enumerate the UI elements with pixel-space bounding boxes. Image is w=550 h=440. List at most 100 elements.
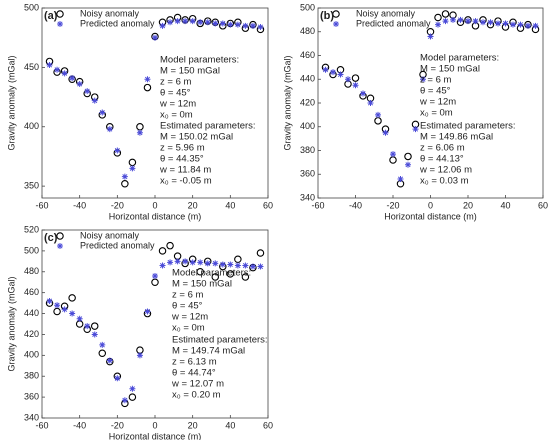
data-point (242, 262, 249, 269)
data-point (189, 259, 196, 266)
data-point (99, 341, 106, 348)
x-tick-label: -40 (73, 420, 86, 430)
data-point (375, 111, 381, 118)
data-point (46, 62, 53, 68)
data-point (434, 13, 442, 22)
data-point (197, 259, 204, 266)
x-tick-label: 20 (463, 200, 473, 210)
data-point (457, 16, 464, 23)
model-parameter: θ = 45° (172, 301, 203, 312)
data-point (98, 349, 107, 357)
y-axis-label: Gravity anomaly (mGal) (282, 55, 292, 150)
data-point (351, 74, 360, 82)
data-point (442, 18, 449, 25)
estimated-parameter: x₀ = 0.03 m (420, 176, 469, 187)
panel-label: (c) (44, 232, 58, 244)
data-point (144, 308, 151, 315)
x-tick-label: 60 (263, 420, 273, 430)
panel-label: (b) (320, 10, 334, 22)
y-tick-label: 500 (300, 2, 315, 12)
data-point (382, 129, 389, 136)
data-point (249, 263, 256, 270)
model-parameter: w = 12m (171, 312, 208, 323)
data-point (174, 258, 181, 265)
data-point (502, 20, 509, 27)
data-point (241, 273, 250, 281)
estimated-parameter: Estimated parameters: (420, 121, 516, 132)
y-tick-label: 460 (24, 287, 39, 297)
data-point (136, 352, 143, 359)
x-tick-label: 60 (538, 200, 548, 210)
y-tick-label: 420 (300, 97, 315, 107)
y-tick-label: 460 (300, 50, 315, 60)
model-parameter: M = 150 mGal (172, 279, 232, 290)
legend-marker (332, 10, 340, 18)
data-point (345, 76, 351, 83)
x-tick-label: -60 (311, 200, 324, 210)
data-point (182, 18, 189, 25)
estimated-parameter: θ = 44.35° (160, 154, 204, 165)
y-tick-label: 350 (24, 181, 39, 191)
data-point (129, 385, 136, 392)
data-point (68, 294, 76, 302)
data-point (487, 19, 494, 26)
x-axis-label: Horizontal distance (m) (109, 431, 202, 440)
estimated-parameter: w = 12.06 m (419, 165, 472, 176)
x-tick-label: -40 (73, 200, 86, 210)
data-point (367, 100, 374, 106)
y-tick-label: 440 (24, 308, 39, 318)
data-point (234, 21, 241, 28)
x-tick-label: -60 (35, 420, 48, 430)
data-point (167, 19, 174, 26)
data-point (84, 323, 91, 330)
data-point (204, 19, 211, 26)
estimated-parameter: M = 149.74 mGal (172, 346, 245, 357)
y-tick-label: 400 (300, 121, 315, 131)
data-point (106, 126, 113, 133)
x-tick-label: -20 (111, 200, 124, 210)
x-tick-label: 0 (152, 420, 157, 430)
x-tick-label: 0 (152, 200, 157, 210)
model-parameter: z = 6 m (172, 290, 203, 301)
x-tick-label: 40 (225, 200, 235, 210)
data-point (129, 165, 136, 172)
legend-label: Noisy anomaly (356, 8, 416, 18)
data-point (84, 88, 91, 95)
data-point (197, 19, 204, 26)
model-parameter: x₀ = 0m (172, 323, 205, 334)
estimated-parameter: Estimated parameters: (160, 121, 256, 132)
data-point (196, 268, 204, 276)
x-tick-label: -20 (111, 420, 124, 430)
data-point (54, 66, 61, 73)
data-point (480, 19, 486, 26)
data-point (360, 90, 366, 97)
data-point (128, 393, 137, 401)
x-tick-label: 60 (263, 200, 273, 210)
legend-marker (56, 232, 64, 240)
estimated-parameter: x₀ = -0.05 m (160, 176, 212, 187)
data-point (54, 302, 61, 309)
data-point (69, 75, 76, 82)
legend-marker (57, 243, 63, 249)
x-tick-label: 40 (500, 200, 510, 210)
model-parameter: Model parameters: (172, 268, 251, 279)
data-point (219, 261, 226, 268)
data-point (143, 83, 152, 92)
model-parameter: w = 12m (159, 99, 196, 110)
y-tick-label: 480 (300, 26, 315, 36)
model-parameter: z = 6 m (420, 75, 451, 86)
data-point (212, 260, 219, 267)
model-parameter: Model parameters: (420, 53, 499, 64)
y-tick-label: 480 (24, 266, 39, 276)
data-point (390, 151, 396, 158)
data-point (152, 34, 158, 41)
data-point (404, 152, 412, 161)
legend-marker (56, 10, 64, 18)
estimated-parameter: θ = 44.13° (420, 154, 464, 165)
model-parameter: z = 6 m (160, 77, 191, 88)
data-point (465, 18, 471, 25)
data-point (330, 69, 336, 76)
data-point (211, 273, 220, 281)
data-point (158, 247, 167, 255)
data-point (405, 161, 411, 168)
